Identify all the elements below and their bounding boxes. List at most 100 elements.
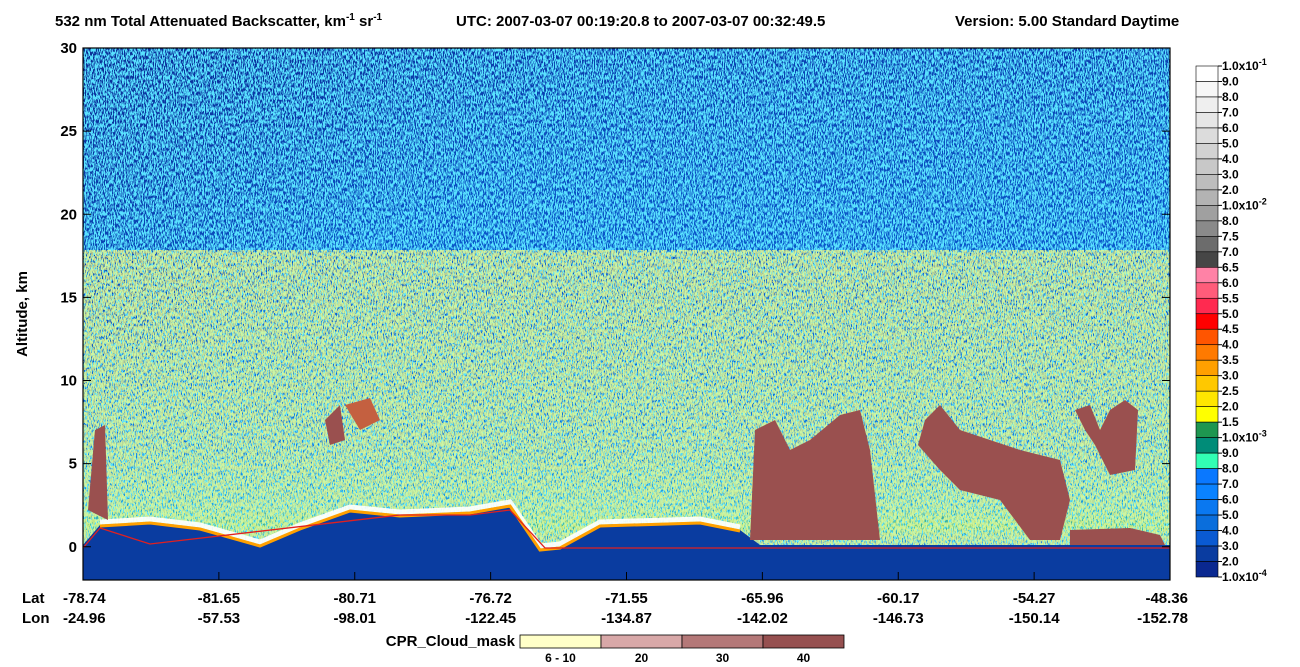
chart-title: 532 nm Total Attenuated Backscatter, km-… [55,12,383,30]
colorbar-band [1195,282,1219,299]
lon-label: -134.87 [601,610,652,627]
colorbar-label-text: 4.0 [1222,152,1239,166]
cloud-mask-swatch [600,634,683,649]
lat-label: -71.55 [605,590,648,607]
colorbar-label-text: 8.0 [1222,462,1239,476]
colorbar-band [1195,530,1219,547]
colorbar-label-text: 1.0x10 [1222,570,1259,584]
lat-label: -80.71 [333,590,376,607]
colorbar-label-text: 9.0 [1222,74,1239,88]
y-tick-label: 20 [60,206,77,223]
lon-label: -142.02 [737,610,788,627]
colorbar-band [1195,328,1219,346]
cloud-mask-swatch [519,634,602,649]
colorbar-label: 7.0 [1222,477,1239,491]
x-row-label: Lon [22,610,50,627]
colorbar-label: 3.0 [1222,167,1239,181]
colorbar-label-text: 1.0x10 [1222,59,1259,73]
lon-label: -150.14 [1009,610,1061,627]
title-unit: sr [355,13,374,30]
colorbar-band [1195,189,1219,206]
x-row-label: Lat [22,590,45,607]
cloud-mask-swatch [762,634,845,649]
colorbar-label: 1.0x10-3 [1222,429,1267,445]
lon-label: -146.73 [873,610,924,627]
colorbar-label: 2.5 [1222,384,1239,398]
colorbar-band [1195,81,1219,98]
lon-label: -152.78 [1137,610,1188,627]
colorbar-label-text: 2.5 [1222,384,1239,398]
colorbar-band [1195,514,1219,531]
colorbar-label: 8.0 [1222,214,1239,228]
colorbar-label: 7.0 [1222,105,1239,119]
colorbar-band [1195,174,1219,191]
colorbar-band [1195,267,1219,284]
colorbar-label: 7.0 [1222,245,1239,259]
y-tick-label: 15 [60,289,77,306]
colorbar-label: 7.5 [1222,229,1239,243]
colorbar-label: 4.0 [1222,152,1239,166]
cloud-mask-label: 6 - 10 [545,651,576,665]
colorbar-label-text: 2.0 [1222,183,1239,197]
colorbar-label: 3.0 [1222,539,1239,553]
title-exp: -1 [373,12,382,23]
cloud-mask-label: 30 [716,651,730,665]
colorbar-label-text: 2.0 [1222,400,1239,414]
y-axis-label: Altitude, km [14,271,31,357]
colorbar-band [1195,468,1219,485]
lat-label: -54.27 [1013,590,1056,607]
colorbar-label: 1.0x10-2 [1222,196,1267,212]
colorbar-band [1195,406,1219,423]
colorbar-label-text: 6.0 [1222,121,1239,135]
cloud-mask-label: 40 [797,651,811,665]
colorbar-label: 1.5 [1222,415,1239,429]
colorbar-band [1195,313,1219,330]
colorbar-band [1195,483,1219,500]
colorbar-label-text: 5.0 [1222,136,1239,150]
colorbar-label-text: 6.5 [1222,260,1239,274]
colorbar-band [1195,143,1219,160]
cloud-mask-label: 20 [635,651,649,665]
colorbar-label-exp: -4 [1259,568,1267,578]
colorbar-label: 1.0x10-4 [1222,568,1267,584]
colorbar-label: 6.0 [1222,276,1239,290]
lon-label: -122.45 [465,610,516,627]
colorbar-label: 8.0 [1222,462,1239,476]
colorbar-label-text: 2.0 [1222,555,1239,569]
colorbar-label: 5.0 [1222,307,1239,321]
colorbar-label-text: 7.0 [1222,245,1239,259]
colorbar-label-text: 1.0x10 [1222,431,1259,445]
title-exp: -1 [346,12,355,23]
colorbar-label-text: 4.0 [1222,524,1239,538]
colorbar-label-text: 3.0 [1222,539,1239,553]
y-tick-label: 0 [69,539,77,556]
colorbar-label-text: 3.0 [1222,369,1239,383]
lat-label: -48.36 [1145,590,1188,607]
colorbar-band [1195,499,1219,516]
y-tick-label: 5 [69,456,77,473]
colorbar-band [1195,65,1219,82]
colorbar-band [1195,127,1219,144]
colorbar-band [1195,359,1219,376]
backscatter-image [83,48,1170,580]
colorbar-label: 9.0 [1222,74,1239,88]
cloud-mask-swatch [681,634,764,649]
version: Version: 5.00 Standard Daytime [955,13,1179,30]
colorbar-label-text: 5.0 [1222,508,1239,522]
colorbar-band [1195,251,1219,268]
colorbar-band [1195,561,1219,578]
colorbar-label-text: 5.0 [1222,307,1239,321]
colorbar-label-text: 7.0 [1222,105,1239,119]
title-text: 532 nm Total Attenuated Backscatter, km [55,13,346,30]
colorbar-label: 9.0 [1222,446,1239,460]
lat-label: -65.96 [741,590,784,607]
y-tick-label: 10 [60,373,77,390]
colorbar-label-text: 7.0 [1222,477,1239,491]
colorbar-label: 3.0 [1222,369,1239,383]
lon-label: -57.53 [198,610,241,627]
colorbar-band [1195,96,1219,113]
colorbar-label-text: 8.0 [1222,214,1239,228]
colorbar-label: 2.0 [1222,555,1239,569]
colorbar-band [1195,452,1219,469]
lat-label: -60.17 [877,590,920,607]
